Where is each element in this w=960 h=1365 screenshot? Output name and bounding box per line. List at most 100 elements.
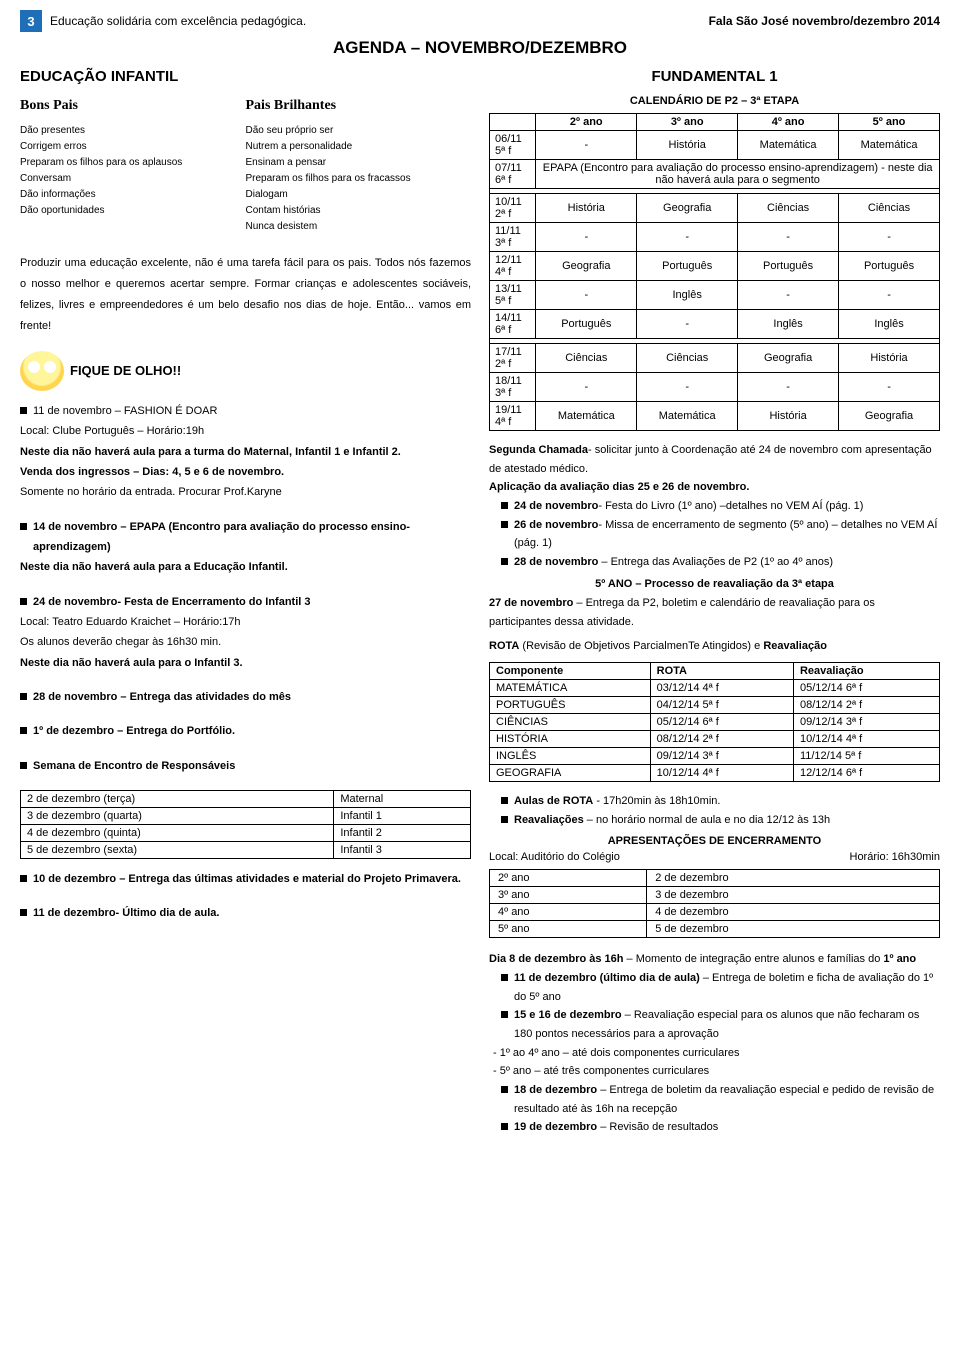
compare-b-6: Nunca desistem (246, 219, 472, 235)
bullet-icon (20, 875, 27, 882)
table-row: MATEMÁTICA03/12/14 4ª f05/12/14 6ª f (490, 679, 940, 696)
right-column: FUNDAMENTAL 1 CALENDÁRIO DE P2 – 3ª ETAP… (489, 68, 940, 1137)
compare-head-b: Pais Brilhantes (246, 95, 472, 117)
bullet-icon (501, 1123, 508, 1130)
note-1: 24 de novembro- Festa do Livro (1º ano) … (493, 497, 940, 516)
final-1: 11 de dezembro (último dia de aula) – En… (493, 969, 940, 1006)
bullet-icon (501, 502, 508, 509)
bullet-icon (501, 974, 508, 981)
bullet-icon (20, 523, 27, 530)
bullet-icon (20, 693, 27, 700)
bullet-icon (20, 407, 27, 414)
compare-a-2: Preparam os filhos para os aplausos (20, 155, 246, 171)
bullet-icon (20, 909, 27, 916)
ev3-title: 24 de novembro- Festa de Encerramento do… (33, 592, 311, 612)
compare-a-3: Conversam (20, 171, 246, 187)
parents-comparison: Bons Pais Dão presentes Corrigem erros P… (20, 95, 471, 235)
dia8: Dia 8 de dezembro às 16h – Momento de in… (489, 950, 940, 969)
eye-emoji-icon (20, 351, 64, 391)
apresentacoes-loc: Local: Auditório do ColégioHorário: 16h3… (489, 851, 940, 863)
compare-b-0: Dão seu próprio ser (246, 123, 472, 139)
processo-27nov: 27 de novembro – Entrega da P2, boletim … (489, 594, 940, 631)
final-2: 15 e 16 de dezembro – Reavaliação especi… (493, 1006, 940, 1043)
table-row: 17/11 2ª fCiênciasCiênciasGeografiaHistó… (490, 344, 940, 373)
compare-a-4: Dão informações (20, 187, 246, 203)
table-row: 4 de dezembro (quinta)Infantil 2 (21, 825, 471, 842)
bullet-icon (501, 1086, 508, 1093)
compare-head-a: Bons Pais (20, 95, 246, 117)
table-row: 13/11 5ª f-Inglês-- (490, 281, 940, 310)
header-issue: Fala São José novembro/dezembro 2014 (709, 14, 940, 28)
compare-b-3: Preparam os filhos para os fracassos (246, 171, 472, 187)
apresentacoes-table: 2º ano2 de dezembro 3º ano3 de dezembro … (489, 869, 940, 938)
ev7-title: 10 de dezembro – Entrega das últimas ati… (33, 869, 461, 889)
table-header-row: ComponenteROTAReavaliação (490, 662, 940, 679)
table-row: 07/11 6ª fEPAPA (Encontro para avaliação… (490, 160, 940, 189)
bullet-icon (501, 1011, 508, 1018)
table-row: 18/11 3ª f---- (490, 373, 940, 402)
ev5-title: 1º de dezembro – Entrega do Portfólio. (33, 721, 235, 741)
note-3: 28 de novembro – Entrega das Avaliações … (493, 553, 940, 572)
rota-line: ROTA (Revisão de Objetivos ParcialmenTe … (489, 637, 940, 656)
ev1-l1: Local: Clube Português – Horário:19h (20, 421, 471, 441)
table-row: 10/11 2ª fHistóriaGeografiaCiênciasCiênc… (490, 194, 940, 223)
table-row: 4º ano4 de dezembro (490, 904, 940, 921)
ev3-l1: Local: Teatro Eduardo Kraichet – Horário… (20, 612, 471, 632)
compare-b-4: Dialogam (246, 187, 472, 203)
bullet-icon (501, 816, 508, 823)
responsaveis-table: 2 de dezembro (terça)Maternal 3 de dezem… (20, 790, 471, 859)
final-4: - 5º ano – até três componentes curricul… (493, 1062, 940, 1081)
bullet-icon (20, 598, 27, 605)
table-row: PORTUGUÊS04/12/14 5ª f08/12/14 2ª f (490, 696, 940, 713)
section-title-fund1: FUNDAMENTAL 1 (489, 68, 940, 85)
table-row: 5º ano5 de dezembro (490, 921, 940, 938)
ev3-l3: Neste dia não haverá aula para o Infanti… (20, 653, 471, 673)
ev8-title: 11 de dezembro- Último dia de aula. (33, 903, 219, 923)
bullet-icon (20, 762, 27, 769)
processo-title: 5º ANO – Processo de reavaliação da 3ª e… (489, 578, 940, 590)
rota-note-1: Aulas de ROTA - 17h20min às 18h10min. (493, 792, 940, 811)
compare-a-5: Dão oportunidades (20, 203, 246, 219)
note-2: 26 de novembro- Missa de encerramento de… (493, 516, 940, 553)
p2-schedule-table: 2º ano3º ano4º ano5º ano 06/11 5ª f-Hist… (489, 113, 940, 431)
table-row: INGLÊS09/12/14 3ª f11/12/14 5ª f (490, 747, 940, 764)
apresentacoes-title: APRESENTAÇÕES DE ENCERRAMENTO (489, 835, 940, 847)
bullet-icon (501, 521, 508, 528)
table-row: 19/11 4ª fMatemáticaMatemáticaHistóriaGe… (490, 402, 940, 431)
page-number: 3 (20, 10, 42, 32)
rota-note-2: Reavaliações – no horário normal de aula… (493, 811, 940, 830)
rota-table: ComponenteROTAReavaliação MATEMÁTICA03/1… (489, 662, 940, 782)
ev1-l3: Venda dos ingressos – Dias: 4, 5 e 6 de … (20, 462, 471, 482)
calendar-title: CALENDÁRIO DE P2 – 3ª ETAPA (489, 95, 940, 107)
table-row: 3 de dezembro (quarta)Infantil 1 (21, 808, 471, 825)
ev2-title: 14 de novembro – EPAPA (Encontro para av… (33, 517, 471, 558)
section-title-infantil: EDUCAÇÃO INFANTIL (20, 68, 471, 85)
ev6-title: Semana de Encontro de Responsáveis (33, 756, 235, 776)
table-row: 14/11 6ª fPortuguês-InglêsInglês (490, 310, 940, 339)
header-motto: Educação solidária com excelência pedagó… (50, 14, 306, 28)
ev1-title: 11 de novembro – FASHION É DOAR (33, 401, 217, 421)
ev2-l1: Neste dia não haverá aula para a Educaçã… (20, 557, 471, 577)
intro-paragraph: Produzir uma educação excelente, não é u… (20, 253, 471, 337)
table-row: 3º ano3 de dezembro (490, 887, 940, 904)
ev1-l2: Neste dia não haverá aula para a turma d… (20, 442, 471, 462)
compare-a-0: Dão presentes (20, 123, 246, 139)
table-row: 12/11 4ª fGeografiaPortuguêsPortuguêsPor… (490, 252, 940, 281)
table-row: 2º ano2 de dezembro (490, 870, 940, 887)
final-5: 18 de dezembro – Entrega de boletim da r… (493, 1081, 940, 1118)
final-3: - 1º ao 4º ano – até dois componentes cu… (493, 1044, 940, 1063)
compare-b-2: Ensinam a pensar (246, 155, 472, 171)
segunda-chamada: Segunda Chamada- solicitar junto à Coord… (489, 441, 940, 478)
page-header: 3 Educação solidária com excelência peda… (20, 10, 940, 32)
ev3-l2: Os alunos deverão chegar às 16h30 min. (20, 632, 471, 652)
compare-b-5: Contam histórias (246, 203, 472, 219)
table-row: 2 de dezembro (terça)Maternal (21, 791, 471, 808)
table-row: 5 de dezembro (sexta)Infantil 3 (21, 842, 471, 859)
fique-de-olho: FIQUE DE OLHO!! (70, 363, 181, 378)
compare-a-1: Corrigem erros (20, 139, 246, 155)
ev1-l4: Somente no horário da entrada. Procurar … (20, 482, 471, 502)
table-row: 06/11 5ª f-HistóriaMatemáticaMatemática (490, 131, 940, 160)
agenda-title: AGENDA – NOVEMBRO/DEZEMBRO (20, 38, 940, 58)
bullet-icon (501, 797, 508, 804)
left-column: EDUCAÇÃO INFANTIL Bons Pais Dão presente… (20, 68, 471, 1137)
